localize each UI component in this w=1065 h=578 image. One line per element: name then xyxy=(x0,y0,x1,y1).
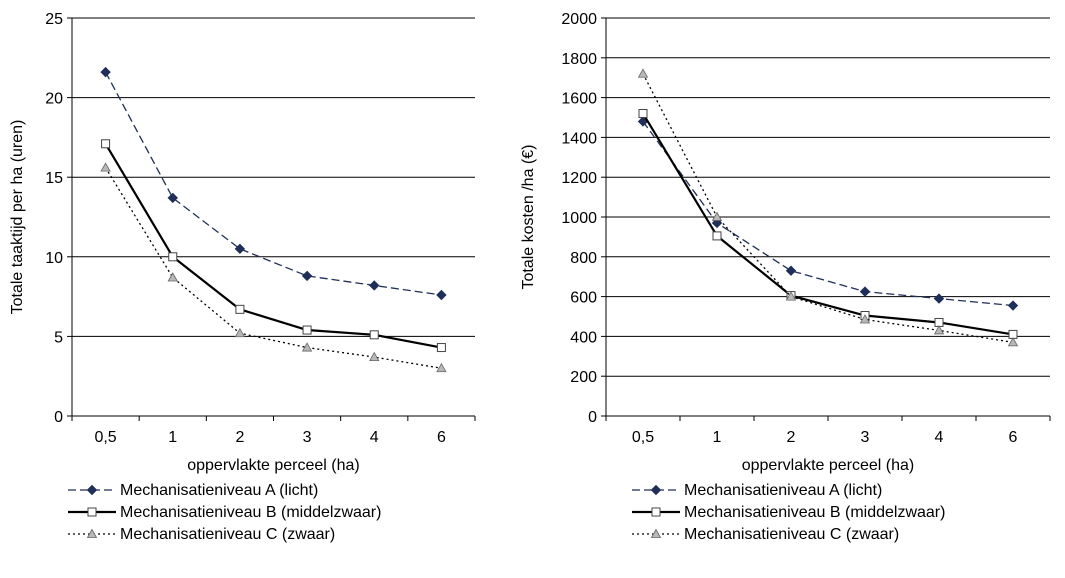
y-tick-label: 600 xyxy=(570,290,597,307)
data-point-2-2 xyxy=(168,252,178,262)
data-point-1-3 xyxy=(785,265,797,276)
chart-1: 0 5 10 15 20 25 0,5 1 2 3 4 6 oppervlakte perceel (h… xyxy=(9,11,476,543)
y-tick-label: 1600 xyxy=(561,91,597,108)
data-point-3-6 xyxy=(436,362,447,373)
data-point-1-3 xyxy=(234,243,246,255)
x-tick-label: 6 xyxy=(1009,429,1018,446)
data-point-1-5 xyxy=(369,280,380,291)
data-point-1-4 xyxy=(859,286,871,297)
x-tick-label: 0,5 xyxy=(94,429,116,446)
data-point-1-2 xyxy=(167,192,178,204)
data-point-2-1 xyxy=(638,109,648,119)
data-point-1-1 xyxy=(100,66,111,78)
data-point-3-2 xyxy=(711,211,723,221)
data-point-1-5 xyxy=(933,293,945,304)
legend-swatch-marker xyxy=(86,528,98,538)
data-point-3-6 xyxy=(1007,337,1019,347)
y-tick-label: 15 xyxy=(45,170,63,187)
legend-label: Mechanisatieniveau B (middelzwaar) xyxy=(684,504,945,521)
y-tick-label: 20 xyxy=(45,91,63,108)
y-axis-label: Totale taaktijd per ha (uren) xyxy=(9,120,26,315)
legend-swatch-marker xyxy=(650,484,662,496)
x-tick-label: 2 xyxy=(235,429,244,446)
y-tick-label: 1000 xyxy=(561,210,597,227)
legend-label: Mechanisatieniveau A (licht) xyxy=(120,482,318,499)
legend-label: Mechanisatieniveau A (licht) xyxy=(684,482,882,499)
data-point-3-2 xyxy=(167,272,178,282)
data-point-3-4 xyxy=(859,314,871,324)
y-axis-label: Totale kosten /ha (€) xyxy=(520,145,537,290)
series-line-2 xyxy=(104,143,442,349)
x-tick-label: 1 xyxy=(168,429,177,446)
y-tick-label: 0 xyxy=(588,409,597,426)
data-point-3-3 xyxy=(234,327,246,338)
data-point-2-6 xyxy=(436,343,446,353)
legend-swatch-marker xyxy=(86,484,98,496)
x-tick-label: 4 xyxy=(935,429,944,446)
legend-label: Mechanisatieniveau C (zwaar) xyxy=(684,526,899,543)
x-axis-label: oppervlakte perceel (ha) xyxy=(742,457,915,474)
legend-swatch-marker xyxy=(87,507,97,517)
x-tick-label: 2 xyxy=(787,429,796,446)
data-point-1-6 xyxy=(1007,300,1019,311)
y-tick-label: 1800 xyxy=(561,51,597,68)
series-line-1 xyxy=(642,121,1014,307)
legend-label: Mechanisatieniveau C (zwaar) xyxy=(120,526,335,543)
y-tick-label: 400 xyxy=(570,329,597,346)
x-tick-label: 1 xyxy=(713,429,722,446)
x-tick-label: 3 xyxy=(303,429,312,446)
chart-2: 0 200 400 600 800 1000 1200 1400 1600 1800 2000 0,5… xyxy=(520,11,1051,543)
x-tick-label: 3 xyxy=(861,429,870,446)
data-point-1-4 xyxy=(301,270,313,282)
legend-label: Mechanisatieniveau B (middelzwaar) xyxy=(120,504,381,521)
legend-swatch-marker xyxy=(650,528,662,538)
series-line-3 xyxy=(105,167,442,369)
x-tick-label: 4 xyxy=(370,429,379,446)
data-point-2-5 xyxy=(369,330,379,340)
y-tick-label: 2000 xyxy=(561,11,597,28)
data-point-2-2 xyxy=(712,231,722,241)
y-tick-label: 0 xyxy=(54,409,63,426)
data-point-2-4 xyxy=(302,325,312,335)
data-point-3-3 xyxy=(785,291,797,301)
data-point-2-3 xyxy=(235,304,245,314)
y-tick-label: 1400 xyxy=(561,130,597,147)
data-point-1-6 xyxy=(436,289,447,301)
data-point-2-1 xyxy=(101,139,111,149)
y-tick-label: 200 xyxy=(570,369,597,386)
y-tick-label: 25 xyxy=(45,11,63,28)
x-axis-label: oppervlakte perceel (ha) xyxy=(187,457,360,474)
data-point-3-1 xyxy=(100,162,111,172)
series-line-3 xyxy=(642,73,1014,344)
y-tick-label: 10 xyxy=(45,250,63,267)
x-tick-label: 0,5 xyxy=(632,429,654,446)
series-line-1 xyxy=(105,71,442,296)
legend-swatch-marker xyxy=(651,507,661,517)
data-point-3-1 xyxy=(637,68,649,78)
series-line-2 xyxy=(642,112,1014,336)
y-tick-label: 800 xyxy=(570,250,597,267)
y-tick-label: 1200 xyxy=(561,170,597,187)
data-point-3-5 xyxy=(933,325,945,335)
data-point-3-5 xyxy=(369,351,380,361)
y-tick-label: 5 xyxy=(54,329,63,346)
x-tick-label: 6 xyxy=(437,429,446,446)
data-point-3-4 xyxy=(301,342,313,352)
